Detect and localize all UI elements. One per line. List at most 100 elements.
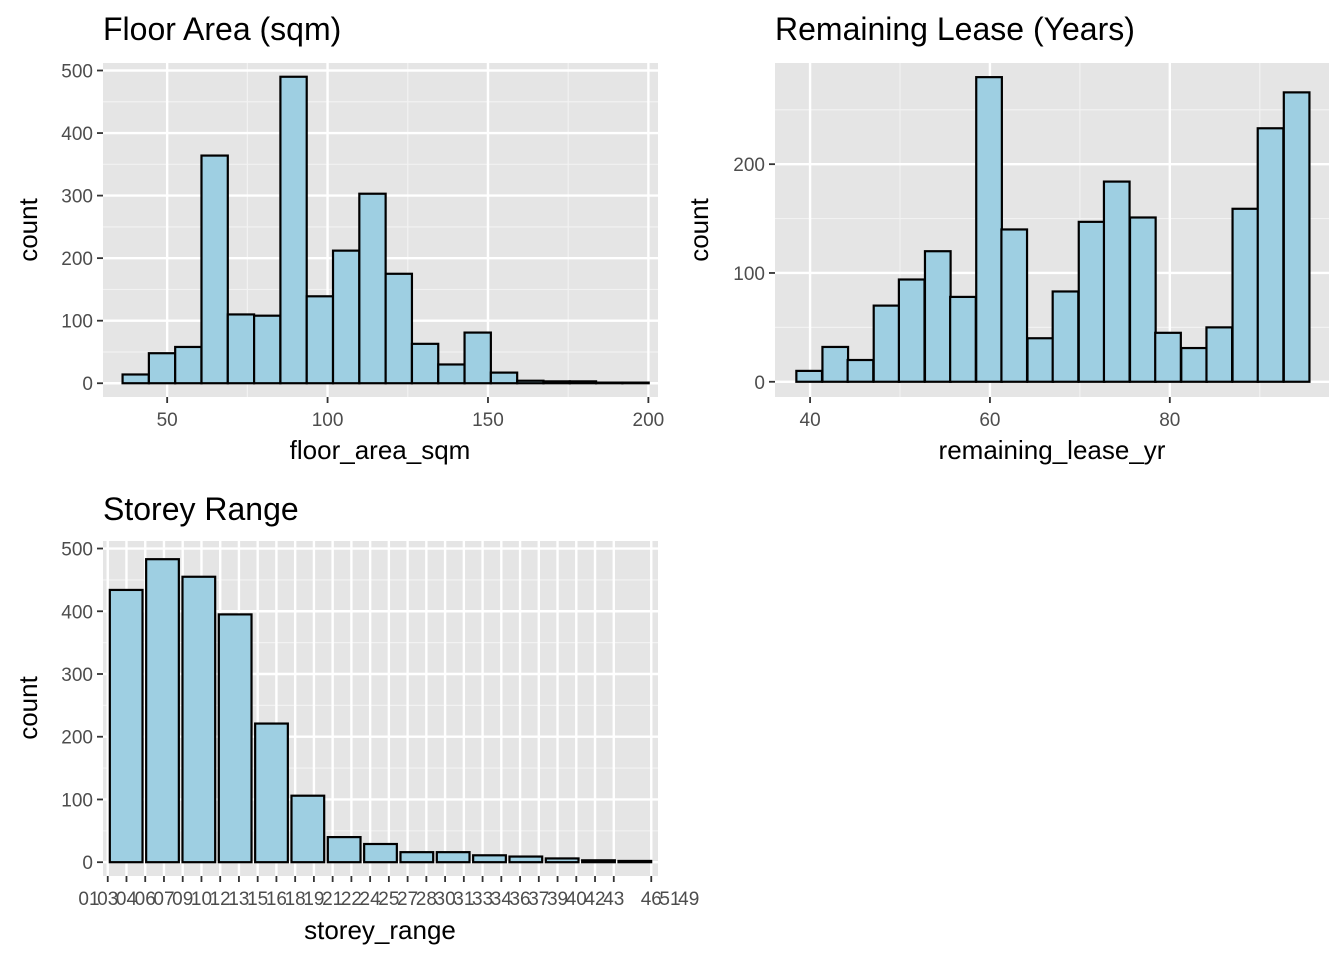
- histogram-bar: [568, 380, 598, 385]
- histogram-bar: [358, 192, 387, 385]
- x-tick-label: 28: [416, 889, 437, 910]
- bar: [290, 794, 326, 864]
- x-tick-label: 24: [360, 889, 382, 910]
- histogram-bar: [1000, 228, 1029, 383]
- histogram-bar: [121, 373, 150, 385]
- y-tick-label: 100: [61, 790, 93, 811]
- y-tick-label: 0: [82, 853, 93, 874]
- histogram-bar: [1282, 91, 1311, 383]
- histogram-bar: [846, 358, 875, 383]
- x-axis-title-storey-range: storey_range: [304, 915, 456, 945]
- x-tick-label: 19: [303, 889, 324, 910]
- y-tick-label: 100: [61, 312, 93, 333]
- x-tick-label: 04: [116, 889, 138, 910]
- histogram-bar: [1231, 207, 1260, 383]
- x-tick-label: 39: [547, 889, 568, 910]
- x-tick-label: 40: [800, 410, 821, 431]
- histogram-bar: [410, 342, 440, 385]
- histogram-bar: [1051, 290, 1080, 383]
- y-tick-label: 300: [61, 665, 93, 686]
- histogram-bar: [897, 278, 926, 383]
- y-tick-label: 500: [61, 540, 93, 561]
- histogram-bar: [872, 304, 901, 383]
- panel-remaining-lease: Remaining Lease (Years) 0 100 200 40 60 80 re…: [684, 11, 1329, 465]
- x-tick-label: 10: [191, 889, 212, 910]
- x-tick-label: 40: [566, 889, 587, 910]
- bar: [108, 588, 144, 864]
- x-tick-label: 150: [472, 410, 504, 431]
- bar: [363, 842, 398, 864]
- histogram-bar: [1256, 127, 1285, 383]
- x-tick-label: 21: [322, 889, 343, 910]
- x-tick-label: 07: [153, 889, 174, 910]
- y-axis-title-remaining-lease: count: [684, 197, 714, 261]
- x-tick-label: 30: [435, 889, 456, 910]
- x-tick-label: 22: [341, 889, 362, 910]
- histogram-bar: [489, 371, 519, 385]
- x-tick-label: 33: [472, 889, 493, 910]
- x-tick-label: 200: [633, 410, 665, 431]
- histogram-bar: [384, 272, 414, 385]
- y-tick-label: 100: [733, 264, 765, 285]
- x-tick-label: 80: [1159, 410, 1180, 431]
- histogram-bar: [949, 295, 977, 383]
- x-tick-label: 13: [228, 889, 249, 910]
- histogram-bar: [1102, 180, 1131, 383]
- histogram-bar: [200, 154, 229, 385]
- bar: [217, 613, 253, 864]
- histogram-bar: [174, 345, 203, 385]
- x-tick-label: 100: [312, 410, 344, 431]
- histogram-bar: [279, 75, 308, 385]
- bar: [508, 855, 544, 864]
- histogram-bar: [226, 313, 256, 385]
- x-tick-label: 42: [584, 889, 605, 910]
- x-tick-label: 37: [528, 889, 549, 910]
- chart-title-remaining-lease: Remaining Lease (Years): [775, 11, 1135, 47]
- x-tick-label: 06: [135, 889, 156, 910]
- x-tick-label: 50: [157, 410, 178, 431]
- x-tick-label: 16: [266, 889, 287, 910]
- histogram-bar: [516, 379, 545, 385]
- histogram-bar: [821, 345, 850, 383]
- y-axis-title-floor-area: count: [13, 197, 43, 261]
- x-tick-label: 46: [641, 889, 662, 910]
- y-tick-label: 400: [61, 124, 93, 145]
- y-tick-label: 200: [61, 249, 93, 270]
- histogram-bar: [975, 76, 1003, 383]
- x-tick-label: 18: [285, 889, 306, 910]
- y-tick-label: 200: [61, 728, 93, 749]
- x-tick-label: 25: [378, 889, 399, 910]
- x-tick-label: 03: [97, 889, 118, 910]
- histogram-bar: [253, 314, 282, 385]
- panel-floor-area: Floor Area (sqm) 0 100 200 300 400 500 50 100 15…: [13, 11, 664, 465]
- histogram-bar: [1026, 337, 1055, 383]
- bar: [399, 851, 435, 864]
- x-tick-label: 12: [210, 889, 231, 910]
- y-axis-title-storey-range: count: [13, 675, 43, 739]
- x-tick-label: 43: [603, 889, 624, 910]
- histogram-bar: [463, 331, 492, 385]
- x-tick-label: 01: [78, 889, 99, 910]
- ticks-storey-range: 0 100 200 300 400 500 01 04 07 10 13 16 19 22 25 28 31 34…: [61, 540, 699, 910]
- y-tick-label: 300: [61, 187, 93, 208]
- x-tick-label: 51: [659, 889, 680, 910]
- y-tick-label: 500: [61, 62, 93, 83]
- y-tick-label: 200: [733, 155, 765, 176]
- histogram-bar: [1205, 326, 1234, 383]
- x-tick-label: 15: [247, 889, 268, 910]
- histogram-bar: [437, 363, 466, 385]
- histogram-bar: [1180, 346, 1209, 383]
- x-axis-title-remaining-lease: remaining_lease_yr: [939, 435, 1166, 465]
- x-tick-label: 60: [979, 410, 1000, 431]
- x-tick-label: 27: [397, 889, 418, 910]
- x-axis-title-floor-area: floor_area_sqm: [290, 435, 471, 465]
- histogram-bar: [542, 380, 571, 385]
- histogram-bar: [594, 381, 624, 385]
- bar: [581, 859, 616, 864]
- bar: [617, 859, 653, 864]
- bar: [472, 854, 507, 864]
- histogram-bar: [1128, 216, 1157, 383]
- x-tick-label: 49: [678, 889, 699, 910]
- bar: [181, 575, 217, 864]
